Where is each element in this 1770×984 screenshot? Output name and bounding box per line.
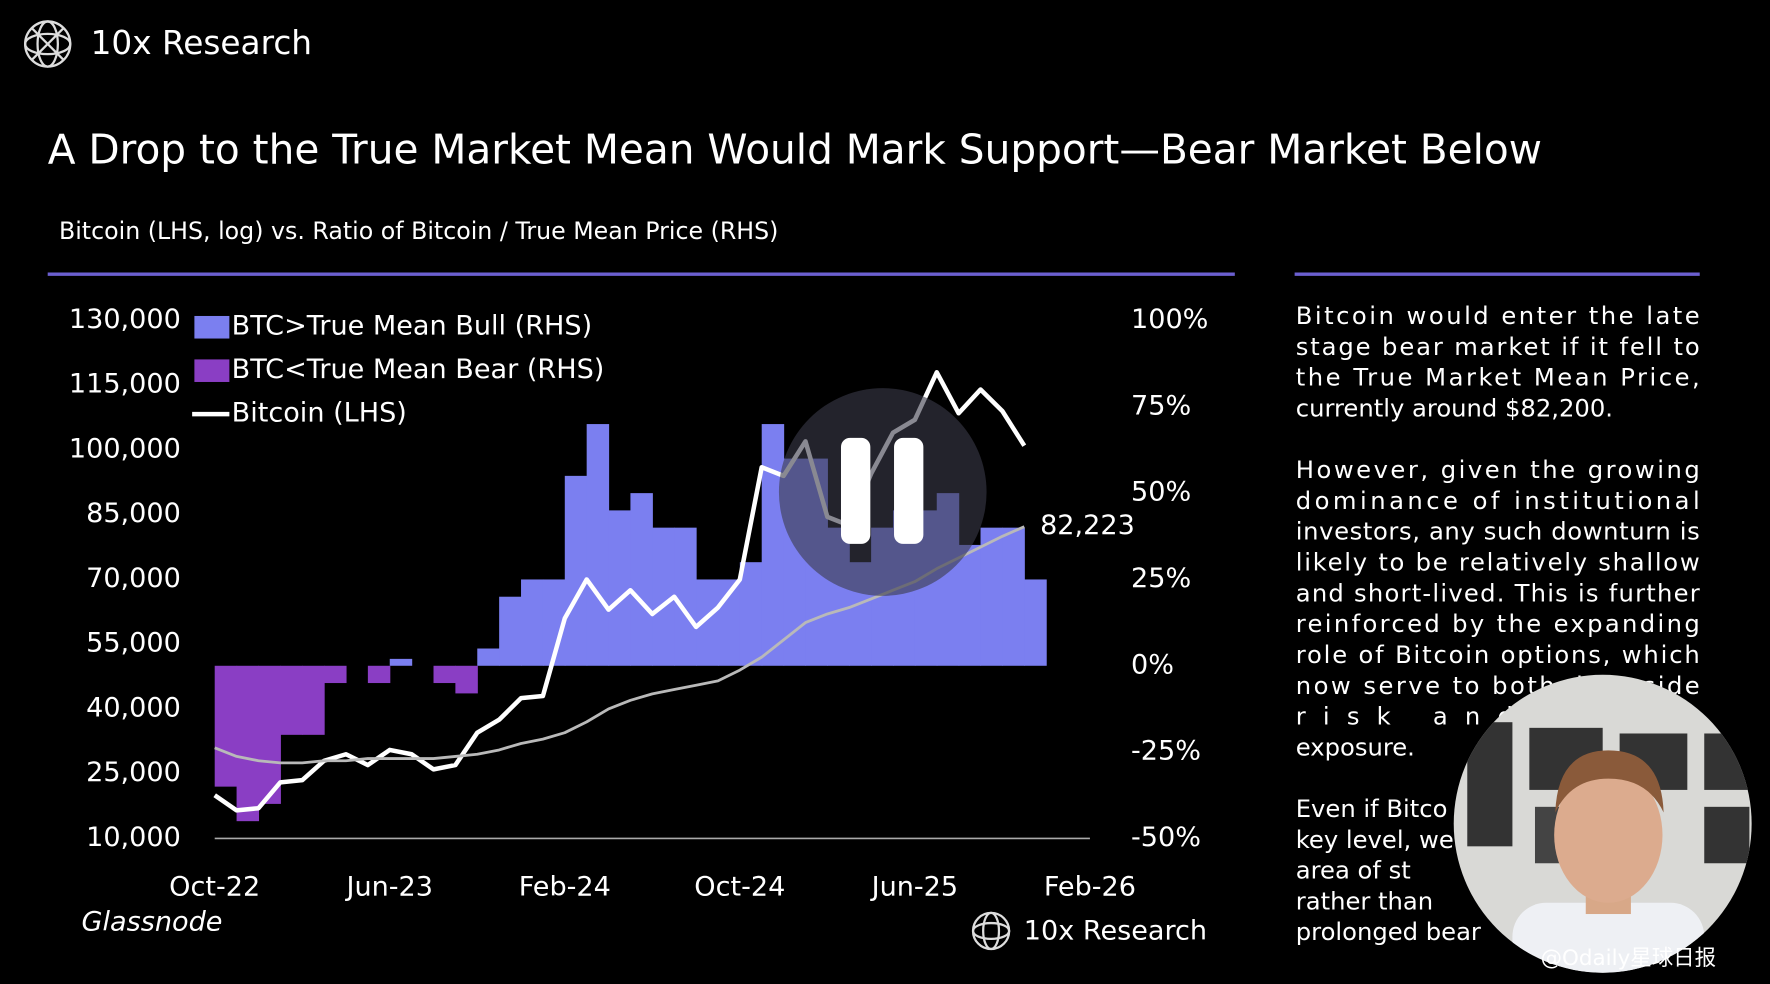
footer-brand: 10x Research [1024,916,1207,947]
y-tick-label: 25,000 [86,757,181,788]
y2-tick-label: 25% [1131,563,1191,594]
x-tick-label: Feb-26 [1044,872,1136,903]
y2-tick-label: -50% [1131,822,1201,853]
y-tick-label: 10,000 [86,822,181,853]
x-tick-label: Oct-24 [694,872,785,903]
commentary-line: Even if Bitco [1296,794,1448,823]
legend-label: BTC<True Mean Bear (RHS) [232,354,605,385]
ratio-bar [1024,579,1047,666]
ratio-bar [455,665,478,694]
x-tick-label: Oct-22 [169,872,260,903]
brand: 10x Research [91,24,312,62]
data-label: 82,223 [1040,510,1135,541]
plot: 10,000 25,000 40,000 55,000 70,000 85,000 100,… [69,304,1209,903]
commentary-line: prolonged bear [1296,917,1481,946]
ratio-bar [761,424,785,666]
ratio-bar [1002,527,1025,666]
ratio-bar [367,665,391,684]
title: A Drop to the True Market Mean Would Mar… [48,125,1542,173]
ratio-bar [433,665,456,684]
y-tick-label: 55,000 [86,628,181,659]
commentary-line: exposure. [1296,732,1415,761]
y2-tick-label: 0% [1131,649,1174,680]
ratio-bar [674,527,697,666]
ratio-bar [258,665,281,804]
ratio-bar [586,424,610,666]
y-tick-label: 115,000 [69,369,181,400]
ratio-bar [521,579,544,666]
y-tick-label: 130,000 [69,304,181,335]
pause-overlay [778,388,987,596]
y2-tick-label: 75% [1131,390,1191,421]
subtitle: Bitcoin (LHS, log) vs. Ratio of Bitcoin … [59,217,778,245]
webcam [1453,674,1752,973]
ratio-bar [324,665,347,684]
commentary-line: area of st [1296,856,1411,885]
legend-swatch [194,315,230,339]
commentary-line: currently around $82,200. [1296,394,1613,423]
ratio-bar [980,527,1003,666]
ratio-bar [236,665,260,822]
x-tick-label: Jun-23 [344,872,433,903]
ratio-bar [739,562,763,666]
commentary-line: rather than [1296,886,1433,915]
watermark: @Odaily星球日报 [1541,946,1716,971]
ratio-bar [499,596,522,666]
commentary-line: Bitcoin would enter the late [1296,301,1700,330]
commentary-line: stage bear market if it fell to [1296,332,1700,361]
ratio-bar [630,493,653,666]
legend-label: BTC>True Mean Bull (RHS) [232,311,593,342]
commentary-line: investors, any such downturn is [1296,517,1700,546]
y2-tick-label: 50% [1131,477,1191,508]
legend-swatch [194,359,230,382]
commentary-line: reinforced by the expanding [1296,609,1700,638]
x-tick-label: Feb-24 [519,872,611,903]
footer-logo [971,911,1011,951]
ratio-bar [477,648,500,666]
commentary-line: role of Bitcoin options, which [1296,640,1700,669]
ratio-bar [564,475,588,666]
y-tick-label: 40,000 [86,692,181,723]
y-tick-label: 100,000 [69,433,181,464]
legend-label: Bitcoin (LHS) [232,398,407,429]
ratio-bar [696,579,719,666]
ratio-bar [958,544,982,666]
ratio-bar [302,665,325,735]
commentary-line: However, given the growing [1296,455,1700,484]
commentary-line: dominance of institutional [1296,486,1700,515]
logo-icon [23,20,72,68]
x-tick-label: Jun-25 [870,872,959,903]
commentary-line: and short-lived. This is further [1296,578,1700,607]
commentary-line: likely to be relatively shallow [1296,548,1700,577]
commentary-line: key level, we [1296,825,1454,854]
y2-tick-label: -25% [1131,736,1201,767]
y-tick-label: 70,000 [86,563,181,594]
ratio-bar [214,665,238,787]
ratio-bar [652,527,675,666]
y-tick-label: 85,000 [86,498,181,529]
source: Glassnode [82,907,223,938]
ratio-bar [608,510,631,666]
ratio-bar [389,658,413,666]
commentary-line: the True Market Mean Price, [1296,363,1700,392]
ratio-bar [280,665,303,735]
y2-tick-label: 100% [1131,304,1208,335]
